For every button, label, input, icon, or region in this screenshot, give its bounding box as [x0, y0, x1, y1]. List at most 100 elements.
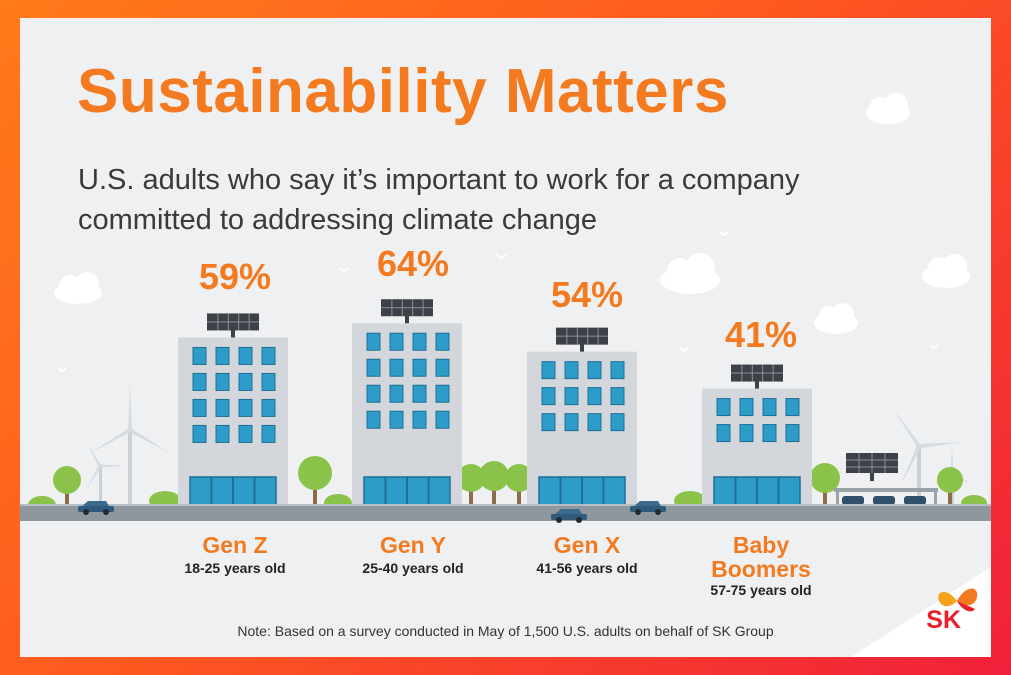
panel-line	[556, 335, 608, 337]
chart-subtitle: U.S. adults who say it’s important to wo…	[78, 164, 800, 236]
bar-building-gen-y	[352, 299, 462, 506]
window	[435, 384, 450, 403]
birds	[57, 231, 939, 373]
value-label-baby-boomers: 41%	[724, 314, 798, 355]
window	[739, 424, 754, 443]
window	[435, 332, 450, 351]
door-divider	[210, 477, 213, 505]
window	[785, 424, 800, 443]
age-range-baby-boomers: 57-75 years old	[710, 582, 812, 598]
window	[762, 424, 777, 443]
window	[716, 424, 731, 443]
cloud-icon	[922, 254, 970, 288]
bird-icon	[679, 347, 689, 353]
door-divider	[384, 477, 387, 505]
car-icon	[630, 501, 666, 515]
tree-icon	[298, 456, 332, 508]
tree-icon	[505, 464, 533, 508]
wind-turbine-right	[893, 409, 973, 508]
window	[435, 410, 450, 429]
cars	[78, 501, 666, 523]
clouds	[54, 93, 970, 334]
road	[20, 505, 991, 521]
window	[366, 410, 381, 429]
tree-icon	[937, 467, 963, 508]
panel-stand	[405, 315, 409, 324]
window	[261, 398, 276, 417]
window	[587, 413, 602, 432]
window	[238, 398, 253, 417]
window	[238, 372, 253, 391]
panel-line	[207, 321, 259, 323]
window	[716, 398, 731, 417]
window	[610, 387, 625, 406]
window	[366, 384, 381, 403]
car-icon	[904, 496, 926, 505]
window	[541, 413, 556, 432]
window	[366, 358, 381, 377]
window	[215, 372, 230, 391]
window	[739, 398, 754, 417]
car-icon	[842, 496, 864, 505]
door-divider	[406, 477, 408, 505]
category-label-gen-y: Gen Y	[379, 532, 447, 558]
window	[610, 413, 625, 432]
door-divider	[602, 477, 605, 505]
door-divider	[253, 477, 256, 505]
window	[412, 410, 427, 429]
category-label-gen-z: Gen Z	[202, 532, 268, 558]
value-label-gen-y: 64%	[376, 243, 450, 284]
door-divider	[232, 477, 234, 505]
window	[564, 361, 579, 380]
bar-building-gen-z	[178, 313, 288, 506]
sk-logo-corner	[851, 567, 991, 657]
door-divider	[581, 477, 583, 505]
tree-icon	[810, 463, 840, 508]
window	[587, 361, 602, 380]
window	[261, 372, 276, 391]
tree-icon	[479, 461, 509, 508]
panel-stand	[231, 329, 235, 338]
car-icon	[78, 501, 114, 515]
window	[762, 398, 777, 417]
bar-building-baby-boomers	[702, 364, 812, 506]
solar-carport	[834, 453, 938, 508]
window	[412, 384, 427, 403]
window	[192, 372, 207, 391]
bird-icon	[339, 267, 349, 273]
panel-line	[731, 372, 783, 374]
window	[215, 398, 230, 417]
bar-building-gen-x	[527, 327, 637, 506]
category-label-baby-boomers: Baby Boomers	[711, 532, 811, 582]
category-label-gen-x: Gen X	[553, 532, 621, 558]
wind-turbine-left	[87, 384, 170, 506]
butterfly-icon	[938, 588, 978, 612]
door-divider	[427, 477, 430, 505]
tree-icon	[53, 466, 81, 508]
chart-title: Sustainability Matters	[77, 57, 729, 126]
age-range-gen-x: 41-56 years old	[536, 560, 638, 576]
building-bars	[178, 299, 812, 506]
window	[435, 358, 450, 377]
window	[215, 346, 230, 365]
infographic-panel: Sustainability Matters U.S. adults who s…	[20, 18, 991, 657]
window	[389, 410, 404, 429]
window	[192, 398, 207, 417]
panel-line	[381, 307, 433, 309]
sk-logo-text: SK	[926, 606, 961, 634]
panel-stand	[755, 380, 759, 389]
panel-stand	[580, 343, 584, 352]
door-divider	[777, 477, 780, 505]
window	[366, 332, 381, 351]
window	[238, 424, 253, 443]
window	[215, 424, 230, 443]
tree-icon	[457, 464, 485, 508]
cloud-icon	[814, 303, 858, 334]
value-label-gen-x: 54%	[550, 274, 624, 315]
window	[238, 346, 253, 365]
window	[192, 346, 207, 365]
window	[412, 332, 427, 351]
window	[412, 358, 427, 377]
footnote: Note: Based on a survey conducted in May…	[237, 623, 774, 639]
window	[785, 398, 800, 417]
